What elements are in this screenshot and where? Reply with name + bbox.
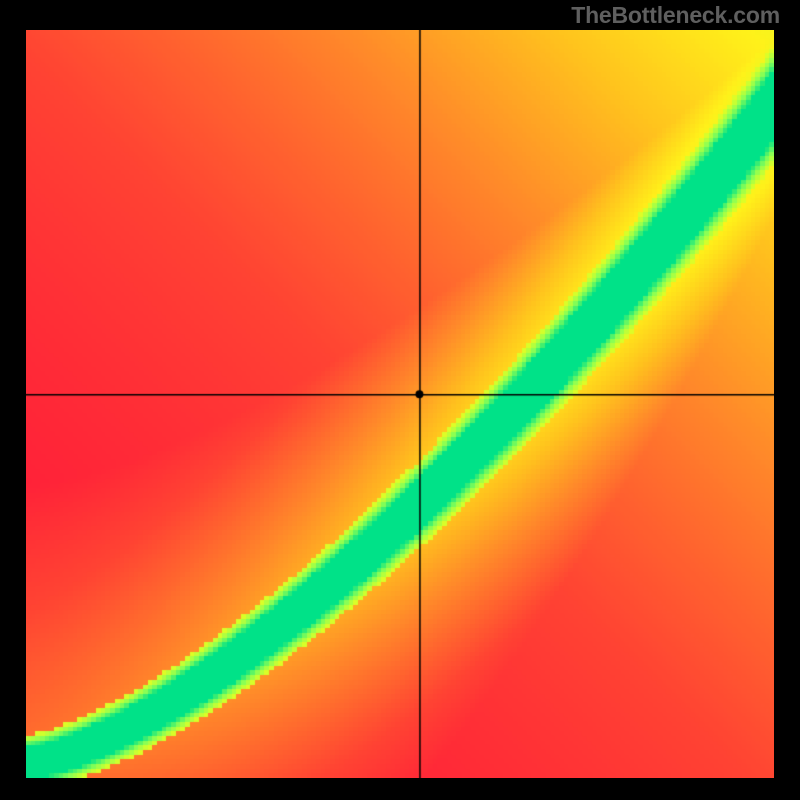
plot-area [26,30,774,778]
watermark-text: TheBottleneck.com [571,2,780,29]
heatmap-canvas [26,30,774,778]
